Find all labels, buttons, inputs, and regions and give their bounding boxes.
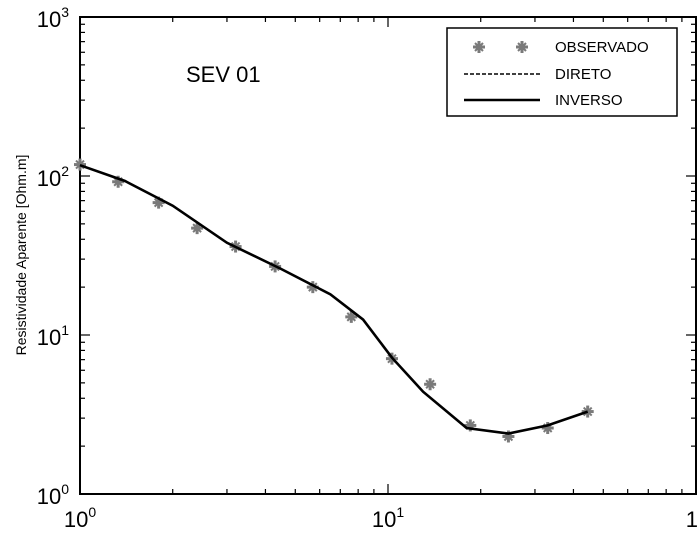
chart-annotation: SEV 01 <box>186 62 261 87</box>
x-tick-label: 101 <box>372 504 404 532</box>
axis-ticks <box>79 17 696 495</box>
data-point-marker <box>581 405 594 418</box>
data-point-marker <box>424 378 437 391</box>
series-line-inverso <box>79 163 589 435</box>
legend-item-direto: DIRETO <box>464 66 611 83</box>
x-tick-label: 1 <box>686 507 698 532</box>
legend-label: OBSERVADO <box>555 39 649 56</box>
data-point-marker <box>473 41 485 53</box>
y-tick-labels: 100 101 102 103 <box>37 4 69 509</box>
y-axis-label: Resistividade Aparente [Ohm.m] <box>13 155 29 356</box>
legend-box <box>446 27 678 117</box>
data-point-marker <box>345 310 358 323</box>
legend: OBSERVADO DIRETO INVERSO <box>446 27 678 117</box>
legend-label: INVERSO <box>555 92 623 109</box>
y-tick-label: 101 <box>37 322 69 350</box>
legend-item-inverso: INVERSO <box>464 92 623 109</box>
series-layer <box>74 158 594 443</box>
legend-item-observado: OBSERVADO <box>473 39 649 56</box>
y-tick-label: 100 <box>37 481 69 509</box>
legend-label: DIRETO <box>555 66 611 83</box>
data-point-marker <box>516 41 528 53</box>
y-tick-label: 103 <box>37 4 69 32</box>
x-tick-labels: 100 101 1 <box>64 504 698 532</box>
x-tick-label: 100 <box>64 504 96 532</box>
data-point-marker <box>74 158 86 171</box>
y-tick-label: 102 <box>37 163 69 191</box>
